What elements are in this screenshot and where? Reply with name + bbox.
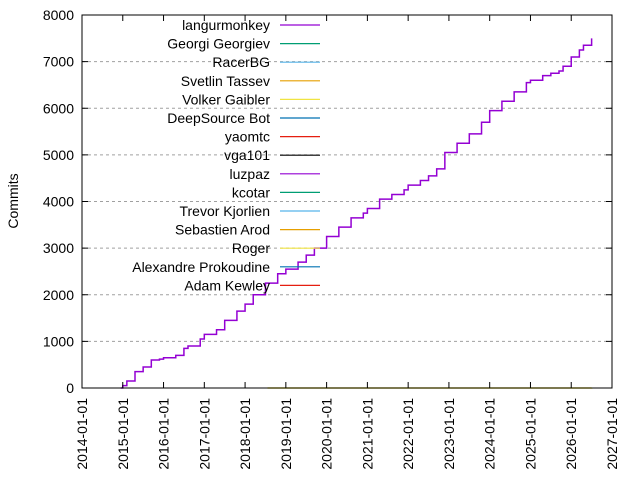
legend-label: kcotar (232, 184, 270, 200)
y-tick-label: 4000 (43, 194, 74, 210)
y-axis: 0 1000 2000 3000 4000 5000 6000 7000 8000 (43, 7, 612, 396)
x-axis: 2014-01-01 2015-01-01 2016-01-01 2017-01-01… (74, 15, 620, 470)
x-tick-label: 2017-01-01 (196, 398, 212, 470)
y-tick-label: 0 (66, 380, 74, 396)
series-line (120, 38, 593, 389)
legend-label: yaomtc (225, 129, 270, 145)
y-tick-label: 8000 (43, 7, 74, 23)
legend-label: Volker Gaibler (182, 91, 270, 107)
y-tick-label: 2000 (43, 287, 74, 303)
legend-label: Georgi Georgiev (167, 36, 270, 52)
y-gridlines (82, 61, 612, 342)
legend-label: DeepSource Bot (167, 110, 270, 126)
x-tick-label: 2015-01-01 (115, 398, 131, 470)
x-tick-label: 2021-01-01 (359, 398, 375, 470)
x-tick-label: 2022-01-01 (400, 398, 416, 470)
y-tick-label: 5000 (43, 147, 74, 163)
y-tick-label: 6000 (43, 100, 74, 116)
x-tick-label: 2018-01-01 (237, 398, 253, 470)
legend: langurmonkey Georgi Georgiev RacerBG Svetli… (132, 17, 320, 293)
x-tick-label: 2016-01-01 (156, 398, 172, 470)
x-tick-label: 2023-01-01 (441, 398, 457, 470)
x-tick-label: 2025-01-01 (522, 398, 538, 470)
legend-label: Sebastien Arod (175, 222, 270, 238)
x-tick-label: 2014-01-01 (74, 398, 90, 470)
x-tick-label: 2024-01-01 (482, 398, 498, 470)
legend-label: Alexandre Prokoudine (132, 259, 270, 275)
legend-label: Svetlin Tassev (181, 73, 270, 89)
y-axis-title: Commits (5, 173, 21, 228)
x-tick-label: 2019-01-01 (278, 398, 294, 470)
legend-label: langurmonkey (182, 17, 270, 33)
legend-label: Trevor Kjorlien (179, 203, 270, 219)
x-tick-label: 2020-01-01 (319, 398, 335, 470)
x-tick-label: 2027-01-01 (604, 398, 620, 470)
legend-label: Roger (232, 240, 270, 256)
legend-label: RacerBG (212, 54, 270, 70)
y-tick-label: 3000 (43, 240, 74, 256)
legend-label: vga101 (224, 147, 270, 163)
y-tick-label: 1000 (43, 333, 74, 349)
legend-label: luzpaz (230, 166, 270, 182)
y-tick-label: 7000 (43, 54, 74, 70)
x-tick-label: 2026-01-01 (563, 398, 579, 470)
legend-label: Adam Kewley (184, 277, 270, 293)
